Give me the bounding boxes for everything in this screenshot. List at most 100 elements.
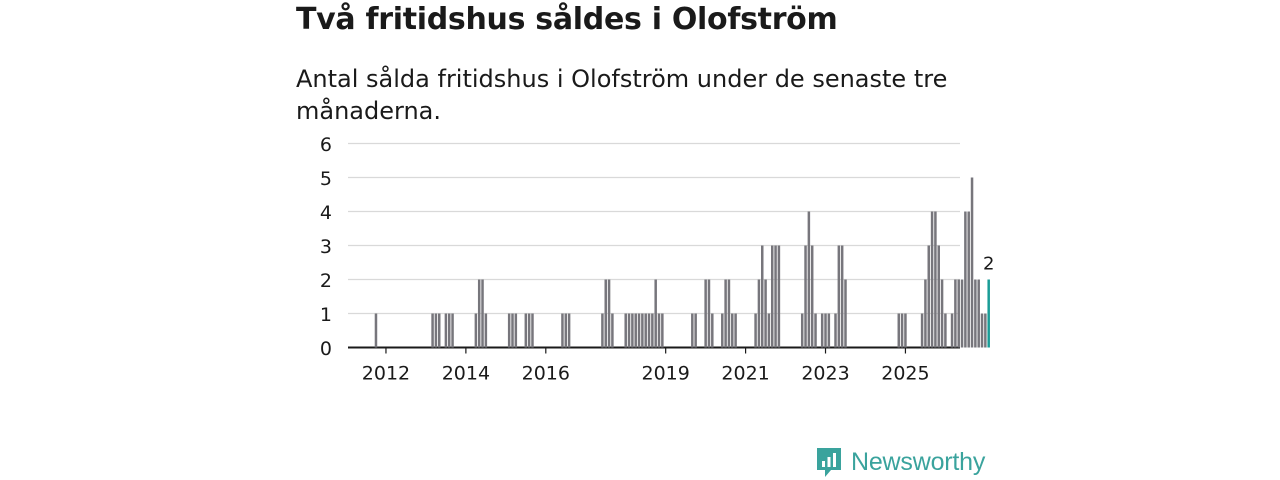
bar	[444, 313, 448, 348]
bar	[724, 279, 727, 348]
bar	[844, 279, 847, 348]
bar	[984, 313, 987, 348]
bar	[484, 313, 488, 348]
bar	[834, 313, 837, 348]
bar	[934, 211, 937, 348]
bar	[777, 245, 781, 348]
bar-highlight	[987, 279, 990, 348]
bar	[474, 313, 478, 348]
bar	[770, 245, 774, 348]
annotations: 2	[983, 254, 994, 275]
bar	[970, 177, 974, 348]
bar	[800, 313, 804, 348]
bar	[531, 313, 534, 348]
x-tick-label: 2014	[442, 363, 490, 385]
y-tick-label: 4	[320, 202, 332, 224]
bar-chart: 0 1 2 3 4 5 6 2012 2014 2016 2019 2021 2023 2025 2	[320, 134, 995, 385]
bar	[767, 313, 771, 348]
x-tick-label: 2016	[522, 363, 570, 385]
bar	[711, 313, 714, 348]
bar	[511, 313, 514, 348]
bar	[837, 245, 841, 348]
bar	[637, 313, 641, 348]
bar	[694, 313, 697, 348]
bar	[567, 313, 571, 348]
bar	[601, 313, 604, 348]
bar	[691, 313, 694, 348]
bar	[950, 313, 954, 348]
bar	[654, 279, 657, 348]
bar	[820, 313, 824, 348]
newsworthy-logo-icon	[817, 448, 841, 477]
bar	[824, 313, 827, 348]
bar	[431, 313, 434, 348]
bar	[447, 313, 451, 348]
bar	[974, 279, 977, 348]
bar	[661, 313, 664, 348]
bar	[930, 211, 934, 348]
bar	[761, 245, 764, 348]
bar	[524, 313, 528, 348]
bar	[927, 245, 930, 348]
bar	[964, 211, 967, 348]
chart-title: Två fritidshus såldes i Olofström	[296, 2, 838, 37]
bar	[477, 279, 481, 348]
bar	[507, 313, 511, 348]
bar	[960, 279, 964, 348]
bar	[627, 313, 631, 348]
bar	[374, 313, 378, 348]
y-tick-label: 6	[320, 134, 332, 156]
bar	[704, 279, 707, 348]
bar	[967, 211, 970, 348]
bar	[954, 279, 957, 348]
bar	[657, 313, 661, 348]
bar	[827, 313, 831, 348]
bar	[980, 313, 984, 348]
bar	[631, 313, 634, 348]
bar	[814, 313, 817, 348]
bar	[807, 211, 811, 348]
x-tick-label: 2025	[881, 363, 929, 385]
bar	[634, 313, 637, 348]
bar	[840, 245, 844, 348]
bar	[607, 279, 611, 348]
bar	[561, 313, 564, 348]
y-tick-label: 5	[320, 168, 332, 190]
bar	[564, 313, 568, 348]
y-tick-label: 0	[320, 338, 332, 360]
bar	[644, 313, 647, 348]
bar	[721, 313, 724, 348]
bar	[937, 245, 940, 348]
bar	[514, 313, 518, 348]
bar	[754, 313, 757, 348]
bar	[977, 279, 980, 348]
y-tick-label: 2	[320, 270, 332, 292]
x-tick-label: 2021	[721, 363, 769, 385]
bar	[734, 313, 737, 348]
bars	[374, 177, 990, 348]
bar	[957, 279, 960, 348]
bar	[944, 313, 947, 348]
bar	[451, 313, 454, 348]
y-tick-label: 1	[320, 304, 332, 326]
bar	[897, 313, 901, 348]
last-value-label: 2	[983, 254, 994, 275]
bar	[904, 313, 907, 348]
bar	[920, 313, 924, 348]
bar	[940, 279, 944, 348]
bar	[804, 245, 807, 348]
bar	[604, 279, 607, 348]
bar	[624, 313, 627, 348]
bar	[437, 313, 441, 348]
bar	[527, 313, 531, 348]
bar	[707, 279, 711, 348]
bar	[641, 313, 644, 348]
bar	[924, 279, 927, 348]
bar	[774, 245, 777, 348]
newsworthy-logo-text: Newsworthy	[851, 447, 986, 476]
bar	[434, 313, 438, 348]
x-axis-ticks: 2012 2014 2016 2019 2021 2023 2025	[362, 347, 930, 385]
bar	[731, 313, 734, 348]
bar	[481, 279, 484, 348]
y-axis-ticks: 0 1 2 3 4 5 6	[320, 134, 332, 360]
